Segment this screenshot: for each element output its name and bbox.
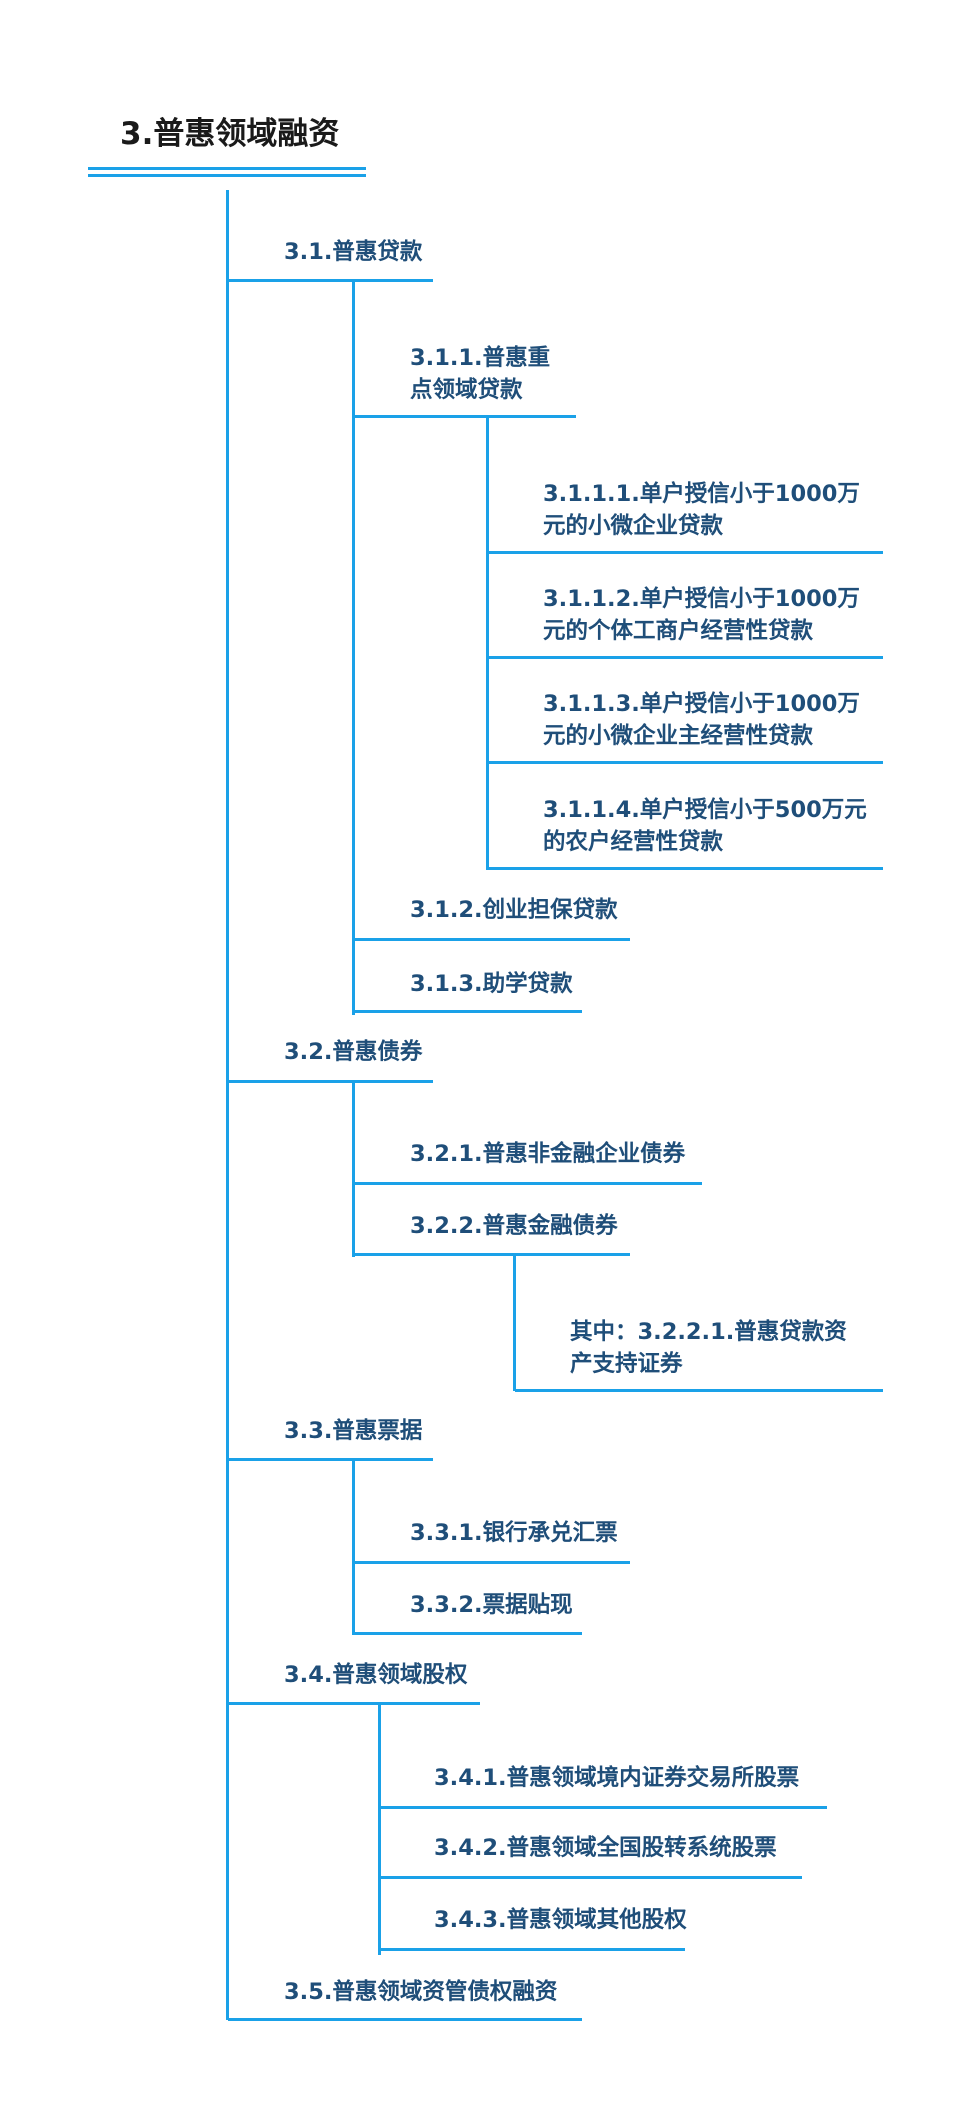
node-3-1-1-3-line-2: 元的小微企业主经营性贷款 bbox=[543, 723, 814, 749]
node-3-4-2: 3.4.2.普惠领域全国股转系统股票 bbox=[434, 1835, 777, 1861]
node-3-1-1-1-line-1: 3.1.1.1.单户授信小于1000万 bbox=[543, 481, 860, 507]
underline-3-5 bbox=[228, 2018, 582, 2021]
node-3-1-1-4-line-2: 的农户经营性贷款 bbox=[543, 829, 724, 855]
trunk-3-2 bbox=[352, 1081, 355, 1257]
underline-3-2-1 bbox=[354, 1182, 702, 1185]
node-3-1-3: 3.1.3.助学贷款 bbox=[410, 971, 573, 997]
underline-3-4-1 bbox=[380, 1806, 827, 1809]
node-3-2-2: 3.2.2.普惠金融债券 bbox=[410, 1213, 618, 1239]
underline-3-1-1-4 bbox=[488, 867, 883, 870]
node-3-1-2: 3.1.2.创业担保贷款 bbox=[410, 897, 618, 923]
title-underline-bottom bbox=[88, 174, 366, 177]
node-3-1-1-2-line-2: 元的个体工商户经营性贷款 bbox=[543, 618, 814, 644]
underline-3-4 bbox=[228, 1702, 480, 1705]
node-3-3-1: 3.3.1.银行承兑汇票 bbox=[410, 1520, 618, 1546]
node-3-1-1-3-line-1: 3.1.1.3.单户授信小于1000万 bbox=[543, 691, 860, 717]
node-3-1-1-line-1: 3.1.1.普惠重 bbox=[410, 345, 551, 371]
trunk-3-2-2 bbox=[513, 1254, 516, 1391]
trunk-level-1 bbox=[226, 190, 229, 2020]
trunk-3-1-1 bbox=[486, 417, 489, 870]
underline-3-3 bbox=[228, 1458, 433, 1461]
node-3-1-1-line-2: 点领域贷款 bbox=[410, 377, 523, 403]
node-3-1-1-2-line-1: 3.1.1.2.单户授信小于1000万 bbox=[543, 586, 860, 612]
node-3-4-1: 3.4.1.普惠领域境内证券交易所股票 bbox=[434, 1765, 800, 1791]
node-3-4: 3.4.普惠领域股权 bbox=[284, 1662, 468, 1688]
node-3-1-1-1-line-2: 元的小微企业贷款 bbox=[543, 513, 724, 539]
underline-3-1-1 bbox=[354, 415, 576, 418]
trunk-3-4 bbox=[378, 1704, 381, 1955]
node-3-4-3: 3.4.3.普惠领域其他股权 bbox=[434, 1907, 687, 1933]
underline-3-1-1-1 bbox=[488, 551, 883, 554]
node-3-2-2-1-line-1: 其中：3.2.2.1.普惠贷款资 bbox=[570, 1319, 847, 1345]
node-3-3: 3.3.普惠票据 bbox=[284, 1418, 423, 1444]
trunk-3-3 bbox=[352, 1460, 355, 1635]
underline-3-1-3 bbox=[354, 1010, 582, 1013]
underline-3-2 bbox=[228, 1080, 433, 1083]
node-3-1-1-4-line-1: 3.1.1.4.单户授信小于500万元 bbox=[543, 797, 867, 823]
node-3-3-2: 3.3.2.票据贴现 bbox=[410, 1592, 573, 1618]
title-underline-top bbox=[88, 167, 366, 170]
underline-3-3-1 bbox=[354, 1561, 630, 1564]
trunk-3-1 bbox=[352, 280, 355, 1015]
node-3-5: 3.5.普惠领域资管债权融资 bbox=[284, 1979, 558, 2005]
underline-3-2-2 bbox=[354, 1253, 630, 1256]
underline-3-4-3 bbox=[380, 1948, 685, 1951]
underline-3-2-2-1 bbox=[515, 1389, 883, 1392]
page-title: 3.普惠领域融资 bbox=[120, 116, 340, 152]
underline-3-4-2 bbox=[380, 1876, 802, 1879]
underline-3-1-1-3 bbox=[488, 761, 883, 764]
underline-3-1-2 bbox=[354, 938, 630, 941]
underline-3-1 bbox=[228, 279, 433, 282]
node-3-2-1: 3.2.1.普惠非金融企业债券 bbox=[410, 1141, 686, 1167]
underline-3-3-2 bbox=[354, 1632, 582, 1635]
underline-3-1-1-2 bbox=[488, 656, 883, 659]
node-3-1: 3.1.普惠贷款 bbox=[284, 239, 423, 265]
node-3-2: 3.2.普惠债券 bbox=[284, 1039, 423, 1065]
node-3-2-2-1-line-2: 产支持证券 bbox=[570, 1351, 683, 1377]
